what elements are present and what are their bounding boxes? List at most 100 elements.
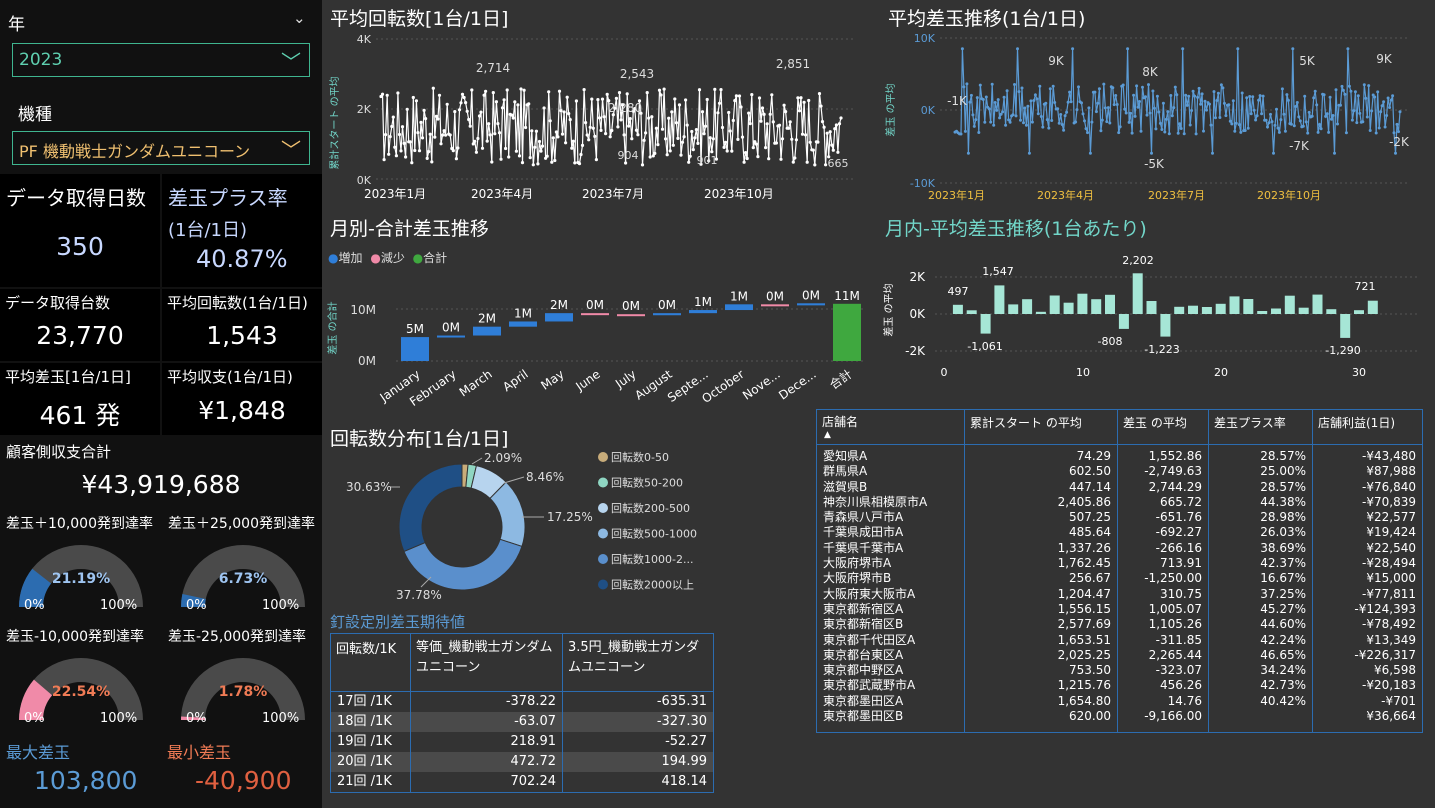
spin-point bbox=[444, 133, 448, 137]
store-cell: 310.75 bbox=[1117, 586, 1209, 602]
store-header-profit[interactable]: 店舗利益(1日) bbox=[1312, 409, 1423, 445]
diff-point bbox=[1333, 151, 1336, 155]
store-cell: -¥43,480 bbox=[1362, 449, 1416, 463]
store-header-rate[interactable]: 差玉プラス率 bbox=[1208, 409, 1313, 445]
spin-point bbox=[405, 107, 409, 111]
diff-point bbox=[999, 112, 1003, 116]
diff-point bbox=[1051, 84, 1055, 88]
store-cell: 507.25 bbox=[964, 510, 1118, 526]
nail-cell: 18回 /1K bbox=[330, 712, 411, 732]
gauge-min: 0% bbox=[24, 711, 45, 726]
store-cell: -¥77,811 bbox=[1362, 586, 1416, 601]
spin-point bbox=[648, 155, 652, 159]
diff-point bbox=[1081, 112, 1085, 116]
nail-header-spin[interactable]: 回転数/1K bbox=[330, 633, 411, 692]
store-cell: -¥76,840 bbox=[1362, 479, 1416, 494]
store-cell: 東京都武蔵野市A bbox=[816, 678, 965, 694]
diff-point bbox=[1181, 47, 1185, 51]
store-header-diff[interactable]: 差玉 の平均 bbox=[1117, 409, 1209, 445]
diff-point bbox=[1347, 84, 1351, 88]
store-cell: 16.67% bbox=[1208, 571, 1313, 587]
gauge-arc bbox=[181, 545, 305, 608]
spin-point bbox=[733, 99, 737, 103]
diff-point bbox=[1197, 86, 1201, 90]
spin-point bbox=[416, 131, 420, 135]
spin-point bbox=[711, 137, 715, 141]
wf-data-label: 1M bbox=[514, 306, 532, 320]
diff-point bbox=[1007, 118, 1011, 122]
day-ylabel: 差玉 の平均 bbox=[882, 283, 895, 336]
store-cell bbox=[1117, 724, 1209, 733]
spin-point bbox=[460, 92, 465, 96]
spin-point bbox=[820, 120, 825, 124]
diff-point bbox=[1127, 120, 1131, 124]
diff-xtick: 2023年7月 bbox=[1148, 188, 1205, 202]
diff-point bbox=[1202, 129, 1205, 133]
diff-point bbox=[992, 123, 996, 127]
legend-dot-icon: ● bbox=[328, 251, 339, 265]
day-xtick: 0 bbox=[941, 366, 948, 379]
spin-point bbox=[436, 117, 440, 121]
year-dropdown[interactable]: 2023 ﹀ bbox=[12, 43, 310, 77]
gauge-fill bbox=[181, 593, 206, 608]
diff-point bbox=[1289, 122, 1293, 126]
spin-point bbox=[676, 136, 680, 140]
gauge-2: 差玉＋25,000発到達率 6.73% 0% 100% bbox=[162, 511, 322, 621]
store-cell: 1,215.76 bbox=[964, 678, 1118, 694]
diff-point bbox=[1020, 86, 1024, 90]
spin-point bbox=[811, 148, 815, 152]
diff-point bbox=[1373, 95, 1377, 99]
day-bar bbox=[1367, 300, 1378, 314]
donut-legend: 回転数0-50 回転数50-200 回転数200-500 回転数500-1000 回転数… bbox=[598, 451, 697, 592]
spin-point bbox=[499, 157, 503, 161]
diff-point bbox=[1385, 114, 1389, 117]
diff-point bbox=[1316, 130, 1320, 134]
nail-header-equal[interactable]: 等価_機動戦士ガンダムユニコーン bbox=[410, 633, 563, 692]
diff-point bbox=[1066, 100, 1070, 104]
kpi-plus-rate-value: 40.87% bbox=[196, 245, 288, 273]
spin-point bbox=[582, 88, 586, 92]
spin-point bbox=[522, 88, 526, 92]
diff-point bbox=[1267, 121, 1271, 125]
day-ytick: 0K bbox=[909, 307, 926, 321]
machine-dropdown[interactable]: PF 機動戦士ガンダムユニコーン ﹀ bbox=[12, 131, 310, 165]
nail-table-row: 17回 /1K -378.22 -635.31 bbox=[330, 691, 714, 712]
store-header-name[interactable]: 店舗名 ▲ bbox=[816, 409, 965, 445]
diff-point bbox=[1193, 94, 1197, 98]
diff-point bbox=[1172, 106, 1176, 110]
day-data-label: -808 bbox=[1098, 335, 1123, 348]
spin-point bbox=[768, 112, 772, 116]
donut-data-label: 37.78% bbox=[396, 588, 442, 602]
machine-filter-label: 機種 bbox=[18, 105, 52, 125]
diff-data-label: -1K bbox=[947, 94, 968, 108]
store-cell bbox=[816, 724, 965, 733]
diff-point bbox=[1117, 131, 1121, 135]
wf-bar bbox=[473, 326, 501, 336]
spin-point bbox=[779, 157, 783, 161]
diff-point bbox=[1376, 90, 1380, 94]
nail-table-row: 20回 /1K 472.72 194.99 bbox=[330, 752, 714, 772]
spin-point bbox=[474, 150, 478, 154]
diff-point bbox=[1336, 122, 1339, 126]
store-table-row: 東京都中野区A 753.50 -323.07 34.24% ¥6,598 bbox=[816, 663, 1423, 679]
store-table-row: 大阪府堺市B 256.67 -1,250.00 16.67% ¥15,000 bbox=[816, 571, 1423, 587]
spin-point bbox=[828, 130, 832, 134]
diff-point bbox=[963, 129, 967, 133]
diff-point bbox=[1136, 105, 1140, 109]
diff-point bbox=[1030, 120, 1034, 124]
spin-point bbox=[737, 94, 742, 98]
nail-header-35[interactable]: 3.5円_機動戦士ガンダムユニコーン bbox=[562, 633, 714, 692]
leader-line bbox=[503, 476, 525, 484]
spin-point bbox=[516, 103, 520, 107]
year-filter-collapse-icon[interactable]: ⌄ bbox=[293, 9, 306, 27]
spin-point bbox=[445, 102, 449, 106]
spin-point bbox=[399, 149, 403, 153]
spin-point bbox=[596, 98, 600, 102]
store-header-spin[interactable]: 累計スタート の平均 bbox=[964, 409, 1118, 445]
diff-point bbox=[1344, 131, 1348, 135]
spin-point bbox=[434, 114, 438, 118]
year-dropdown-value: 2023 bbox=[19, 50, 63, 70]
spin-point bbox=[439, 142, 443, 146]
store-cell: 28.57% bbox=[1208, 444, 1313, 465]
spin-point bbox=[553, 158, 557, 163]
